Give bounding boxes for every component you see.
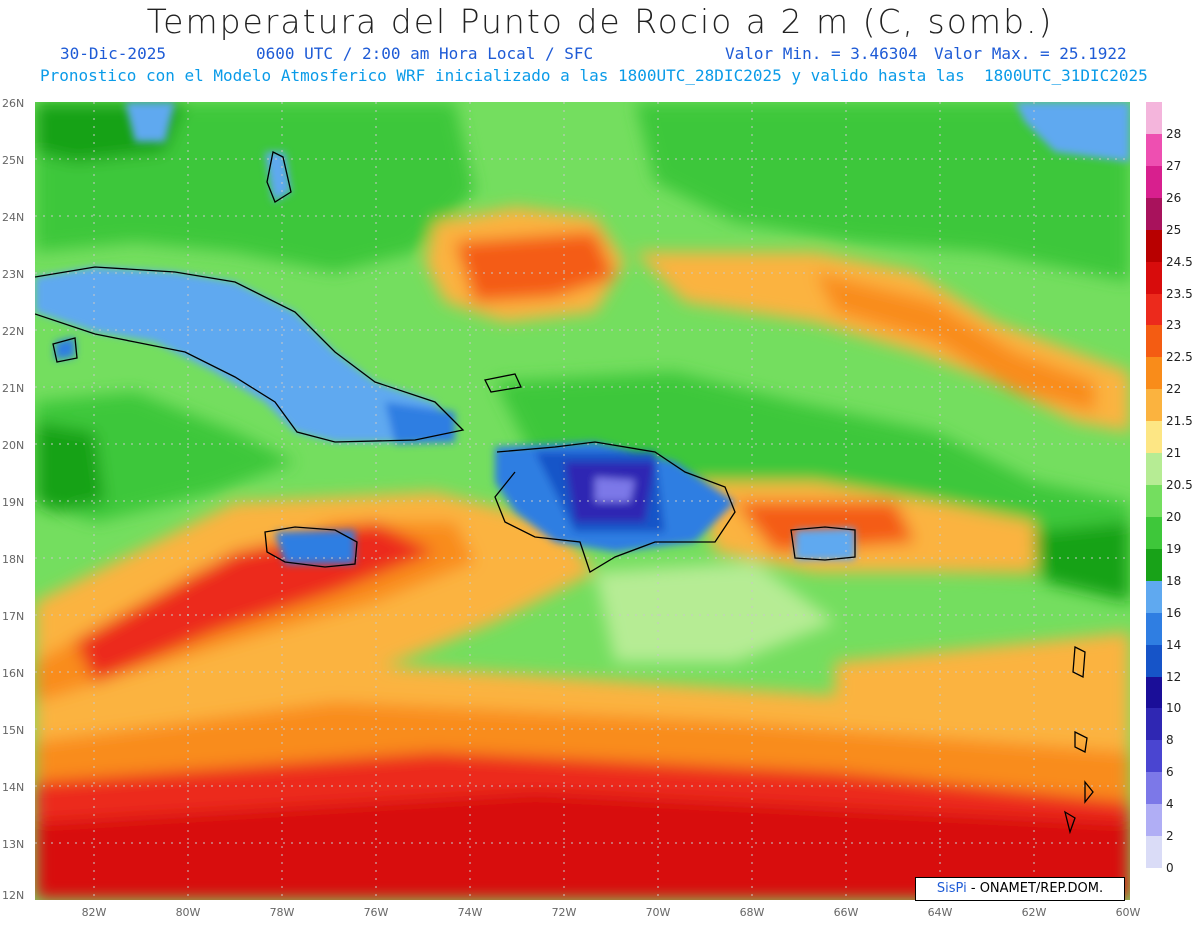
dewpoint-field (35, 102, 1130, 900)
lat-label: 25N (2, 154, 25, 167)
colorbar-segment (1146, 740, 1162, 773)
colorbar-label: 19 (1166, 541, 1182, 556)
coastlines (35, 151, 1094, 835)
colorbar-segment (1146, 708, 1162, 741)
forecast-date: 30-Dic-2025 (60, 44, 166, 63)
lat-label: 20N (2, 439, 25, 452)
lon-label: 62W (1021, 906, 1047, 919)
colorbar-label: 20 (1166, 509, 1182, 524)
credit-box: SisPi - ONAMET/REP.DOM. (915, 877, 1125, 901)
colorbar-segment (1146, 229, 1162, 263)
colorbar-label: 20.5 (1166, 478, 1193, 493)
colorbar-label: 14 (1166, 637, 1182, 652)
lat-label: 13N (2, 838, 25, 851)
colorbar-label: 4 (1166, 797, 1174, 812)
colorbar-segment (1146, 516, 1162, 550)
colorbar-segment (1146, 612, 1162, 646)
lat-label: 24N (2, 211, 25, 224)
colorbar-segment (1146, 421, 1162, 454)
colorbar-label: 27 (1166, 158, 1182, 173)
colorbar-segment (1146, 772, 1162, 805)
colorbar-segment (1146, 804, 1162, 837)
colorbar-segment (1146, 676, 1162, 709)
lat-label: 26N (2, 97, 25, 110)
model-info: Pronostico con el Modelo Atmosferico WRF… (40, 66, 1148, 85)
colorbar-segment (1146, 580, 1162, 614)
lat-label: 17N (2, 610, 25, 623)
colorbar-segment (1146, 261, 1162, 294)
colorbar-label: 16 (1166, 605, 1182, 620)
lon-label: 60W (1115, 906, 1141, 919)
colorbar-label: 12 (1166, 669, 1182, 684)
forecast-time: 0600 UTC / 2:00 am Hora Local / SFC (256, 44, 594, 63)
colorbar-label: 23.5 (1166, 286, 1193, 301)
lon-label: 64W (927, 906, 953, 919)
colorbar-label: 22 (1166, 382, 1182, 397)
colorbar-segment (1146, 165, 1162, 199)
lon-label: 70W (645, 906, 671, 919)
colorbar-segment (1146, 197, 1162, 231)
lon-label: 72W (551, 906, 577, 919)
colorbar (1146, 102, 1162, 901)
lon-label: 80W (175, 906, 201, 919)
colorbar-label: 26 (1166, 190, 1182, 205)
colorbar-label: 10 (1166, 701, 1182, 716)
colorbar-segment (1146, 102, 1162, 135)
colorbar-label: 23 (1166, 318, 1182, 333)
colorbar-label: 21.5 (1166, 414, 1193, 429)
colorbar-label: 0 (1166, 861, 1174, 876)
lon-label: 76W (363, 906, 389, 919)
colorbar-segment (1146, 293, 1162, 326)
lat-label: 16N (2, 667, 25, 680)
colorbar-label: 6 (1166, 765, 1174, 780)
grid-lines (35, 102, 1130, 900)
colorbar-label: 22.5 (1166, 350, 1193, 365)
colorbar-segment (1146, 357, 1162, 390)
colorbar-segment (1146, 485, 1162, 518)
colorbar-label: 8 (1166, 733, 1174, 748)
colorbar-segment (1146, 389, 1162, 422)
lon-label: 78W (269, 906, 295, 919)
lat-label: 21N (2, 382, 25, 395)
credit-brand: SisPi (936, 881, 967, 896)
dewpoint-map (35, 102, 1130, 900)
max-value: Valor Max. = 25.1922 (934, 44, 1127, 63)
colorbar-label: 2 (1166, 829, 1174, 844)
colorbar-segment (1146, 325, 1162, 358)
lat-label: 14N (2, 781, 25, 794)
colorbar-label: 25 (1166, 222, 1182, 237)
colorbar-segment (1146, 868, 1162, 901)
lat-label: 18N (2, 553, 25, 566)
colorbar-label: 28 (1166, 126, 1182, 141)
lat-label: 22N (2, 325, 25, 338)
map-title: Temperatura del Punto de Rocio a 2 m (C,… (146, 2, 1054, 41)
credit-org: - ONAMET/REP.DOM. (966, 881, 1104, 896)
colorbar-segment (1146, 548, 1162, 582)
colorbar-label: 24.5 (1166, 254, 1193, 269)
min-value: Valor Min. = 3.46304 (725, 44, 918, 63)
lon-label: 68W (739, 906, 765, 919)
lat-label: 12N (2, 889, 25, 902)
lat-label: 19N (2, 496, 25, 509)
lat-label: 15N (2, 724, 25, 737)
colorbar-label: 18 (1166, 573, 1182, 588)
colorbar-segment (1146, 836, 1162, 869)
lon-label: 66W (833, 906, 859, 919)
colorbar-label: 21 (1166, 446, 1182, 461)
lon-label: 74W (457, 906, 483, 919)
colorbar-segment (1146, 644, 1162, 678)
lat-label: 23N (2, 268, 25, 281)
colorbar-segment (1146, 133, 1162, 167)
colorbar-segment (1146, 453, 1162, 486)
lon-label: 82W (81, 906, 107, 919)
